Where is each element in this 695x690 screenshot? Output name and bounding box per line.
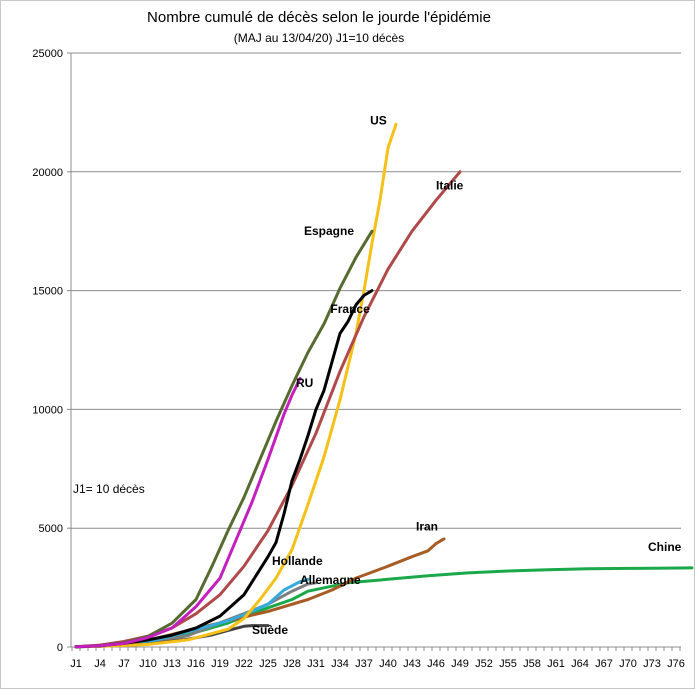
x-tick-label: J4 [94, 658, 106, 670]
x-tick-label: J13 [163, 658, 181, 670]
x-tick-label: J1 [70, 658, 82, 670]
x-tick-label: J31 [307, 658, 325, 670]
y-tick-label: 5000 [39, 523, 63, 535]
x-tick-label: J22 [235, 658, 253, 670]
y-tick-label: 20000 [32, 167, 63, 179]
series-label-france: France [330, 302, 370, 316]
chart-subtitle: (MAJ au 13/04/20) J1=10 décès [234, 31, 404, 45]
series-label-ru: RU [296, 376, 313, 390]
x-tick-label: J34 [331, 658, 349, 670]
x-tick-label: J25 [259, 658, 277, 670]
y-tick-label: 25000 [32, 48, 63, 60]
series-line-us [74, 122, 398, 649]
x-tick-label: J28 [283, 658, 301, 670]
x-tick-label: J73 [643, 658, 661, 670]
x-tick-label: J40 [379, 658, 397, 670]
series-label-espagne: Espagne [304, 224, 354, 238]
series-labels: Chine Iran Allemagne Hollande Suède US Italie E… [252, 113, 682, 637]
series-label-allemagne: Allemagne [300, 573, 361, 587]
x-tick-label: J16 [187, 658, 205, 670]
x-tick-label: J52 [475, 658, 493, 670]
series-label-italie: Italie [436, 179, 464, 193]
x-tick-label: J55 [499, 658, 517, 670]
x-tick-label: J64 [571, 658, 589, 670]
series-line-france [74, 289, 374, 649]
x-tick-label: J46 [427, 658, 445, 670]
x-tick-label: J37 [355, 658, 373, 670]
x-tick-label: J70 [619, 658, 637, 670]
x-tick-label: J10 [139, 658, 157, 670]
y-tick-label: 10000 [32, 404, 63, 416]
series-lines [74, 122, 694, 649]
x-tick-label: J61 [547, 658, 565, 670]
x-tick-label: J7 [118, 658, 130, 670]
chart-title: Nombre cumulé de décès selon le jourde l… [147, 9, 491, 26]
x-tick-label: J67 [595, 658, 613, 670]
x-tick-label: J76 [667, 658, 685, 670]
series-label-hollande: Hollande [272, 554, 323, 568]
series-label-sude: Suède [252, 623, 288, 637]
x-tick-label: J19 [211, 658, 229, 670]
chart-annotation: J1= 10 décès [73, 482, 145, 496]
x-tick-label: J49 [451, 658, 469, 670]
series-label-us: US [370, 113, 387, 127]
x-tick-label: J58 [523, 658, 541, 670]
y-tick-label: 0 [57, 642, 63, 654]
x-tick-label: J43 [403, 658, 421, 670]
series-label-chine: Chine [648, 540, 682, 554]
axes: 0 5000 10000 15000 20000 25000 J1 J4 J7 J10 J13 J16… [32, 48, 684, 670]
y-tick-label: 15000 [32, 286, 63, 298]
series-label-iran: Iran [416, 520, 438, 534]
series-line-ru [74, 377, 302, 649]
